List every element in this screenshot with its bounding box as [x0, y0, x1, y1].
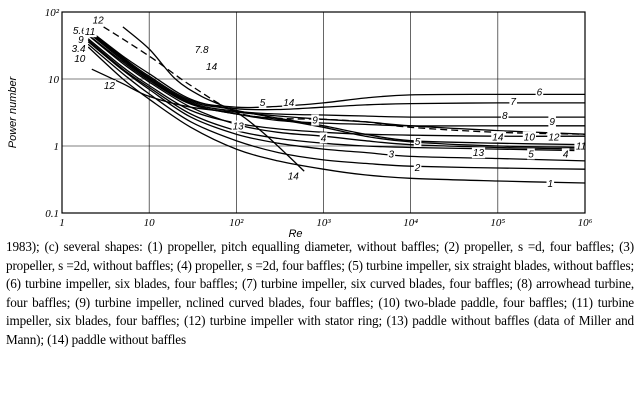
curve-label-backdrop [192, 44, 212, 56]
curve-2 [87, 43, 586, 170]
curve-label-backdrop [102, 80, 117, 92]
curve-label-backdrop [527, 148, 535, 160]
curve-label: 1 [548, 179, 554, 190]
curve-label: 5 [415, 137, 421, 148]
x-axis-title: Re [288, 228, 302, 238]
curve-label-backdrop [548, 115, 556, 127]
curve-11 [87, 28, 586, 146]
curve-label: 5 [528, 149, 534, 160]
curve-label-backdrop [311, 114, 319, 126]
curve-label-backdrop [282, 96, 296, 108]
x-tick-label: 10³ [316, 217, 331, 229]
curve-1 [87, 46, 586, 184]
curve-label: 7 [510, 97, 516, 108]
curve-label: 4 [321, 133, 327, 144]
curve-label-backdrop [413, 135, 422, 147]
curve-10 [87, 38, 586, 137]
curve-3 [87, 41, 586, 162]
curve-label-backdrop [535, 86, 544, 98]
curve-label: 6 [537, 87, 543, 98]
curve-label-backdrop [491, 131, 505, 143]
curve-12 [91, 68, 586, 135]
x-tick-label: 10⁴ [403, 217, 418, 229]
curve-label-backdrop [509, 96, 517, 108]
curve-label: 8 [502, 111, 508, 122]
y-tick-label: 1 [54, 141, 60, 153]
curve-label: 14 [283, 98, 295, 109]
curve-8 [85, 30, 585, 118]
curve-label-backdrop [319, 132, 328, 144]
curve-7 [83, 27, 586, 111]
curve-label: 10 [74, 54, 86, 65]
y-axis-title: Power number [7, 75, 19, 148]
x-tick-label: 1 [59, 217, 65, 229]
x-tick-label: 10 [144, 217, 156, 229]
curve-label: 13 [233, 122, 245, 133]
curve-label-backdrop [77, 34, 85, 46]
curve-label: 5 [260, 98, 266, 109]
curve-label-backdrop [91, 14, 105, 26]
x-tick-label: 10⁶ [578, 217, 593, 229]
curve-label-backdrop [73, 52, 87, 64]
curve-label-backdrop [70, 25, 90, 37]
y-tick-label: 10 [48, 74, 60, 86]
curve-label-backdrop [286, 170, 300, 182]
curve-label-backdrop [83, 26, 97, 38]
curve-label-backdrop [231, 120, 245, 132]
curve-label: 13 [473, 148, 485, 159]
curve-label: 9 [549, 117, 555, 128]
curve-label-backdrop [500, 110, 509, 122]
curve-label: 3.4 [72, 44, 86, 55]
curve-label: 14 [288, 172, 300, 183]
figure-caption: 1983); (c) several shapes: (1) propeller… [6, 239, 634, 347]
curve-label: 14 [206, 62, 218, 73]
plot-frame [61, 11, 586, 214]
x-tick-label: 10² [229, 217, 244, 229]
curve-label-backdrop [387, 148, 396, 160]
curve-6 [83, 26, 586, 109]
curve-14 [122, 26, 305, 172]
curve-label-backdrop [204, 61, 219, 73]
curve-label-backdrop [69, 43, 88, 55]
x-tick-label: 10⁵ [490, 217, 505, 229]
curve-label: 11 [576, 142, 586, 153]
curve-label-backdrop [547, 131, 561, 143]
curve-label: 9 [78, 35, 84, 46]
curve-label: 4 [563, 149, 569, 160]
curve-label: 12 [93, 15, 105, 26]
curve-label-backdrop [258, 96, 267, 108]
curve-9 [85, 32, 585, 127]
curve-label-backdrop [546, 178, 555, 190]
curve-label-backdrop [522, 131, 536, 143]
curve-label: 7.8 [195, 45, 209, 56]
curve-13 [87, 34, 586, 150]
curve-label: 3 [389, 149, 395, 160]
y-tick-label: 10² [45, 7, 60, 19]
curve-4 [87, 39, 586, 152]
curve-label: 10 [524, 132, 536, 143]
curve-label: 11 [85, 27, 95, 38]
curve-label: 5.6 [73, 26, 87, 37]
curve-label-backdrop [574, 140, 588, 152]
y-tick-label: 0.1 [45, 208, 59, 220]
curve-label: 14 [492, 132, 504, 143]
curve-label: 12 [548, 132, 560, 143]
curve-label: 9 [312, 116, 318, 127]
curve-label-backdrop [561, 148, 570, 160]
curve-label: 2 [414, 163, 421, 174]
curve-label-backdrop [413, 161, 422, 173]
curve-label: 12 [104, 81, 116, 92]
curve-label-backdrop [471, 147, 486, 159]
